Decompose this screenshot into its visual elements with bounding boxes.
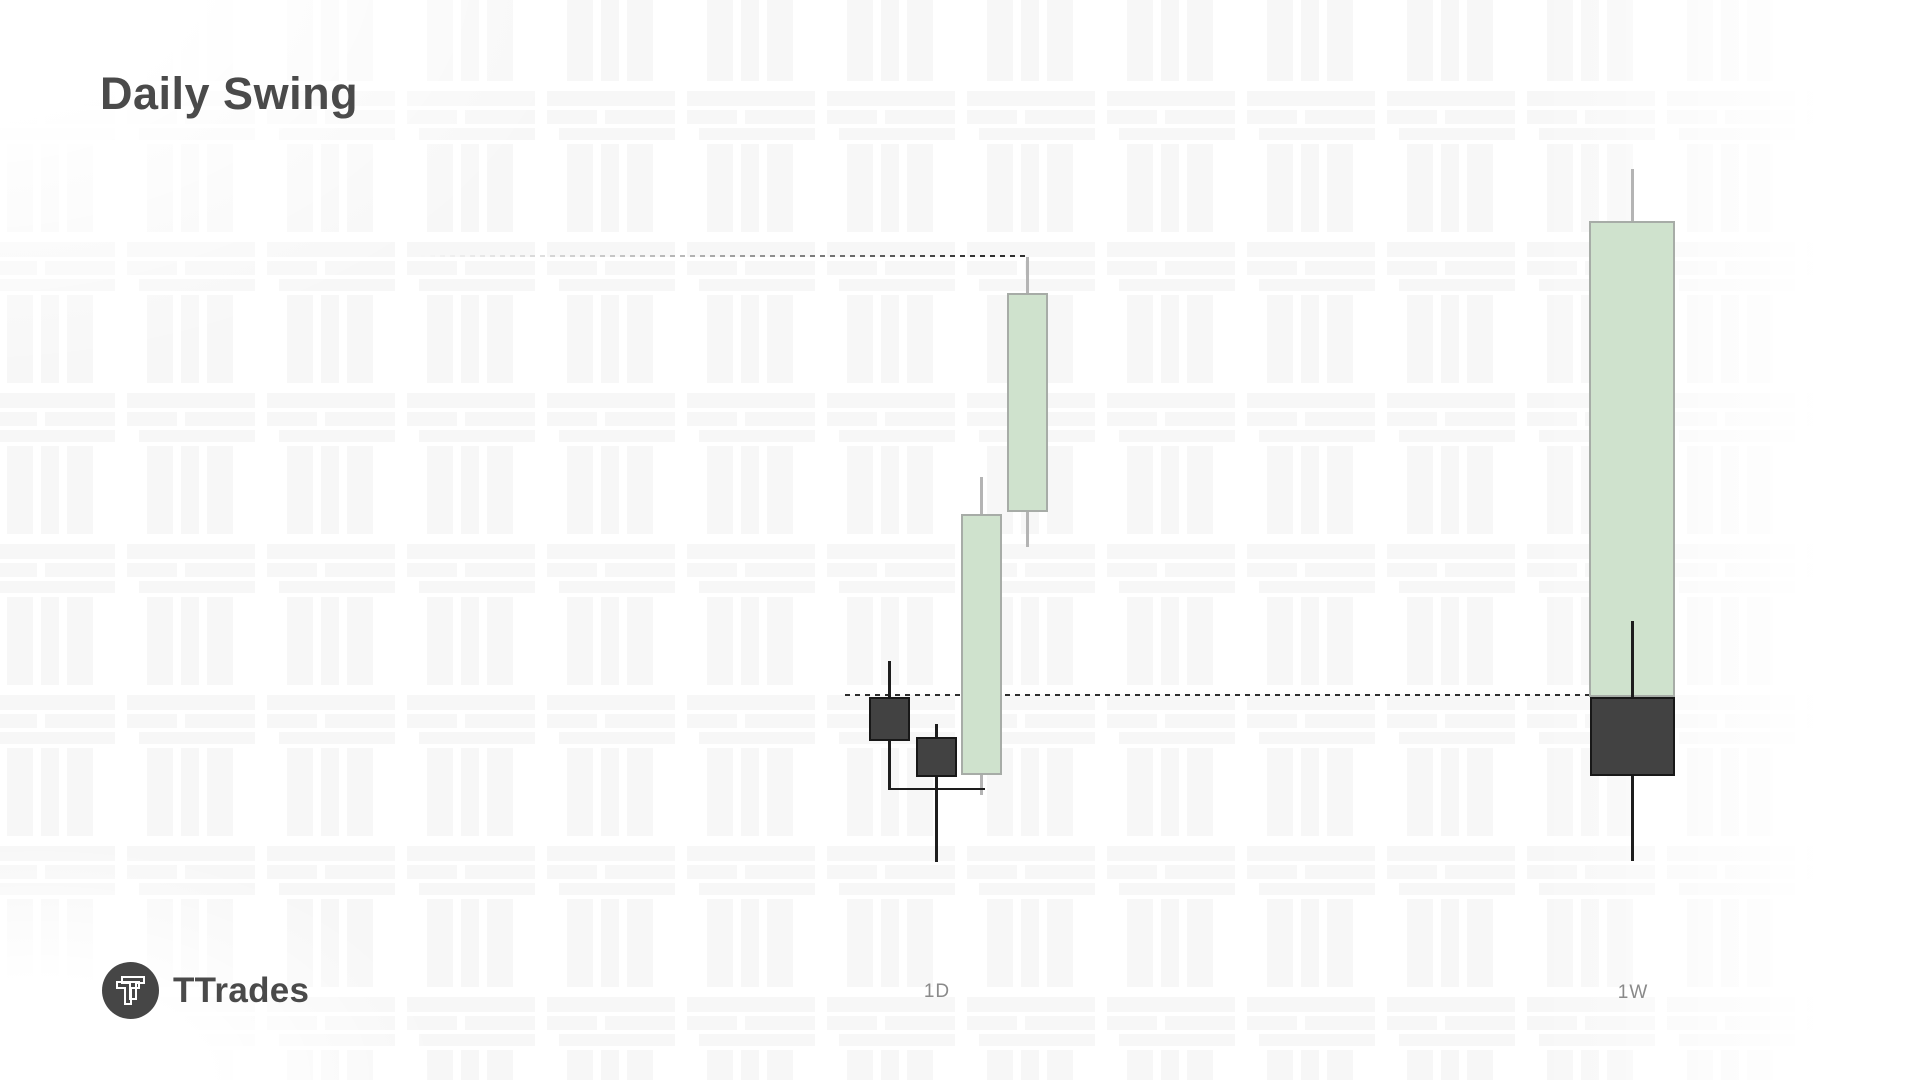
candle-body-1w-bear — [1589, 697, 1675, 776]
candle-wick-high-1d-bull-2 — [1025, 257, 1029, 293]
candle-wick-high-1d-bull-1 — [979, 477, 983, 514]
candle-wick-low-1d-bull-1 — [979, 775, 983, 795]
high-reference-dashed-line — [420, 255, 1030, 257]
tt-monogram-icon — [116, 976, 145, 1005]
timeframe-label-1d: 1D — [923, 981, 951, 1002]
ttrades-logo-icon — [102, 962, 159, 1019]
candle-wick-high-1d-bear-1 — [887, 661, 891, 697]
timeframe-label-1w: 1W — [1617, 982, 1649, 1003]
candle-body-1d-bear-2 — [915, 737, 957, 777]
candle-wick-low-1d-bear-1 — [887, 741, 891, 790]
candle-wick-low-1w-bear — [1630, 776, 1634, 861]
candle-wick-low-1d-bull-2 — [1025, 512, 1029, 547]
brand-name: TTrades — [173, 970, 310, 1010]
candle-wick-high-1w-bull — [1630, 169, 1634, 221]
page-title: Daily Swing — [100, 68, 359, 119]
candle-body-1d-bull-1 — [960, 514, 1002, 775]
candle-wick-high-1w-bear — [1630, 621, 1634, 697]
open-reference-dashed-line — [845, 694, 1591, 696]
candle-body-1d-bull-2 — [1006, 293, 1048, 512]
candle-body-1d-bear-1 — [868, 697, 910, 741]
brand-footer: TTrades — [102, 962, 309, 1019]
swing-low-line — [888, 788, 985, 790]
candle-wick-high-1d-bear-2 — [934, 724, 938, 737]
